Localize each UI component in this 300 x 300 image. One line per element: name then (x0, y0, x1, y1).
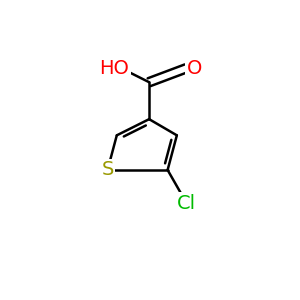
Text: HO: HO (100, 59, 129, 78)
Text: S: S (101, 160, 114, 179)
Text: Cl: Cl (176, 194, 196, 213)
Text: O: O (187, 59, 202, 78)
